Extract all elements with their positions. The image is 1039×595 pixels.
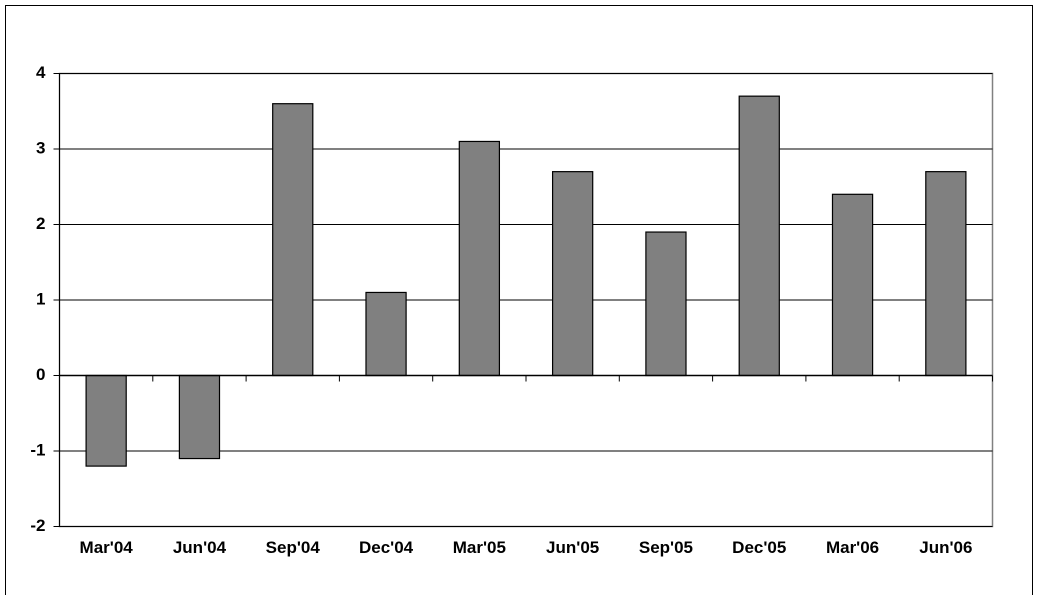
bar <box>458 140 501 377</box>
bar <box>178 374 221 460</box>
y-tick-label: 4 <box>36 63 46 82</box>
x-tick-label: Sep'05 <box>639 538 693 557</box>
x-tick-label: Dec'04 <box>359 538 414 557</box>
y-tick-label: -1 <box>30 440 45 459</box>
x-tick-label: Sep'04 <box>266 538 321 557</box>
bar <box>272 103 314 377</box>
x-tick-label: Jun'05 <box>546 538 599 557</box>
x-tick-label: Jun'06 <box>919 538 972 557</box>
x-tick-label: Jun'04 <box>173 538 227 557</box>
bar <box>365 291 407 377</box>
x-tick-label: Mar'05 <box>453 538 506 557</box>
x-tick-label: Mar'06 <box>826 538 879 557</box>
y-tick-label: -2 <box>30 516 45 535</box>
y-tick-label: 3 <box>36 138 45 157</box>
bar <box>738 95 780 377</box>
bar <box>925 171 967 377</box>
y-tick-label: 1 <box>36 289 45 308</box>
bar <box>831 193 874 377</box>
bar <box>85 374 127 467</box>
chart-frame <box>5 5 1033 595</box>
x-tick-label: Dec'05 <box>732 538 786 557</box>
x-tick-label: Mar'04 <box>80 538 134 557</box>
y-tick-label: 2 <box>36 214 45 233</box>
bar <box>551 171 594 377</box>
y-tick-label: 0 <box>36 365 45 384</box>
bar <box>645 231 687 377</box>
